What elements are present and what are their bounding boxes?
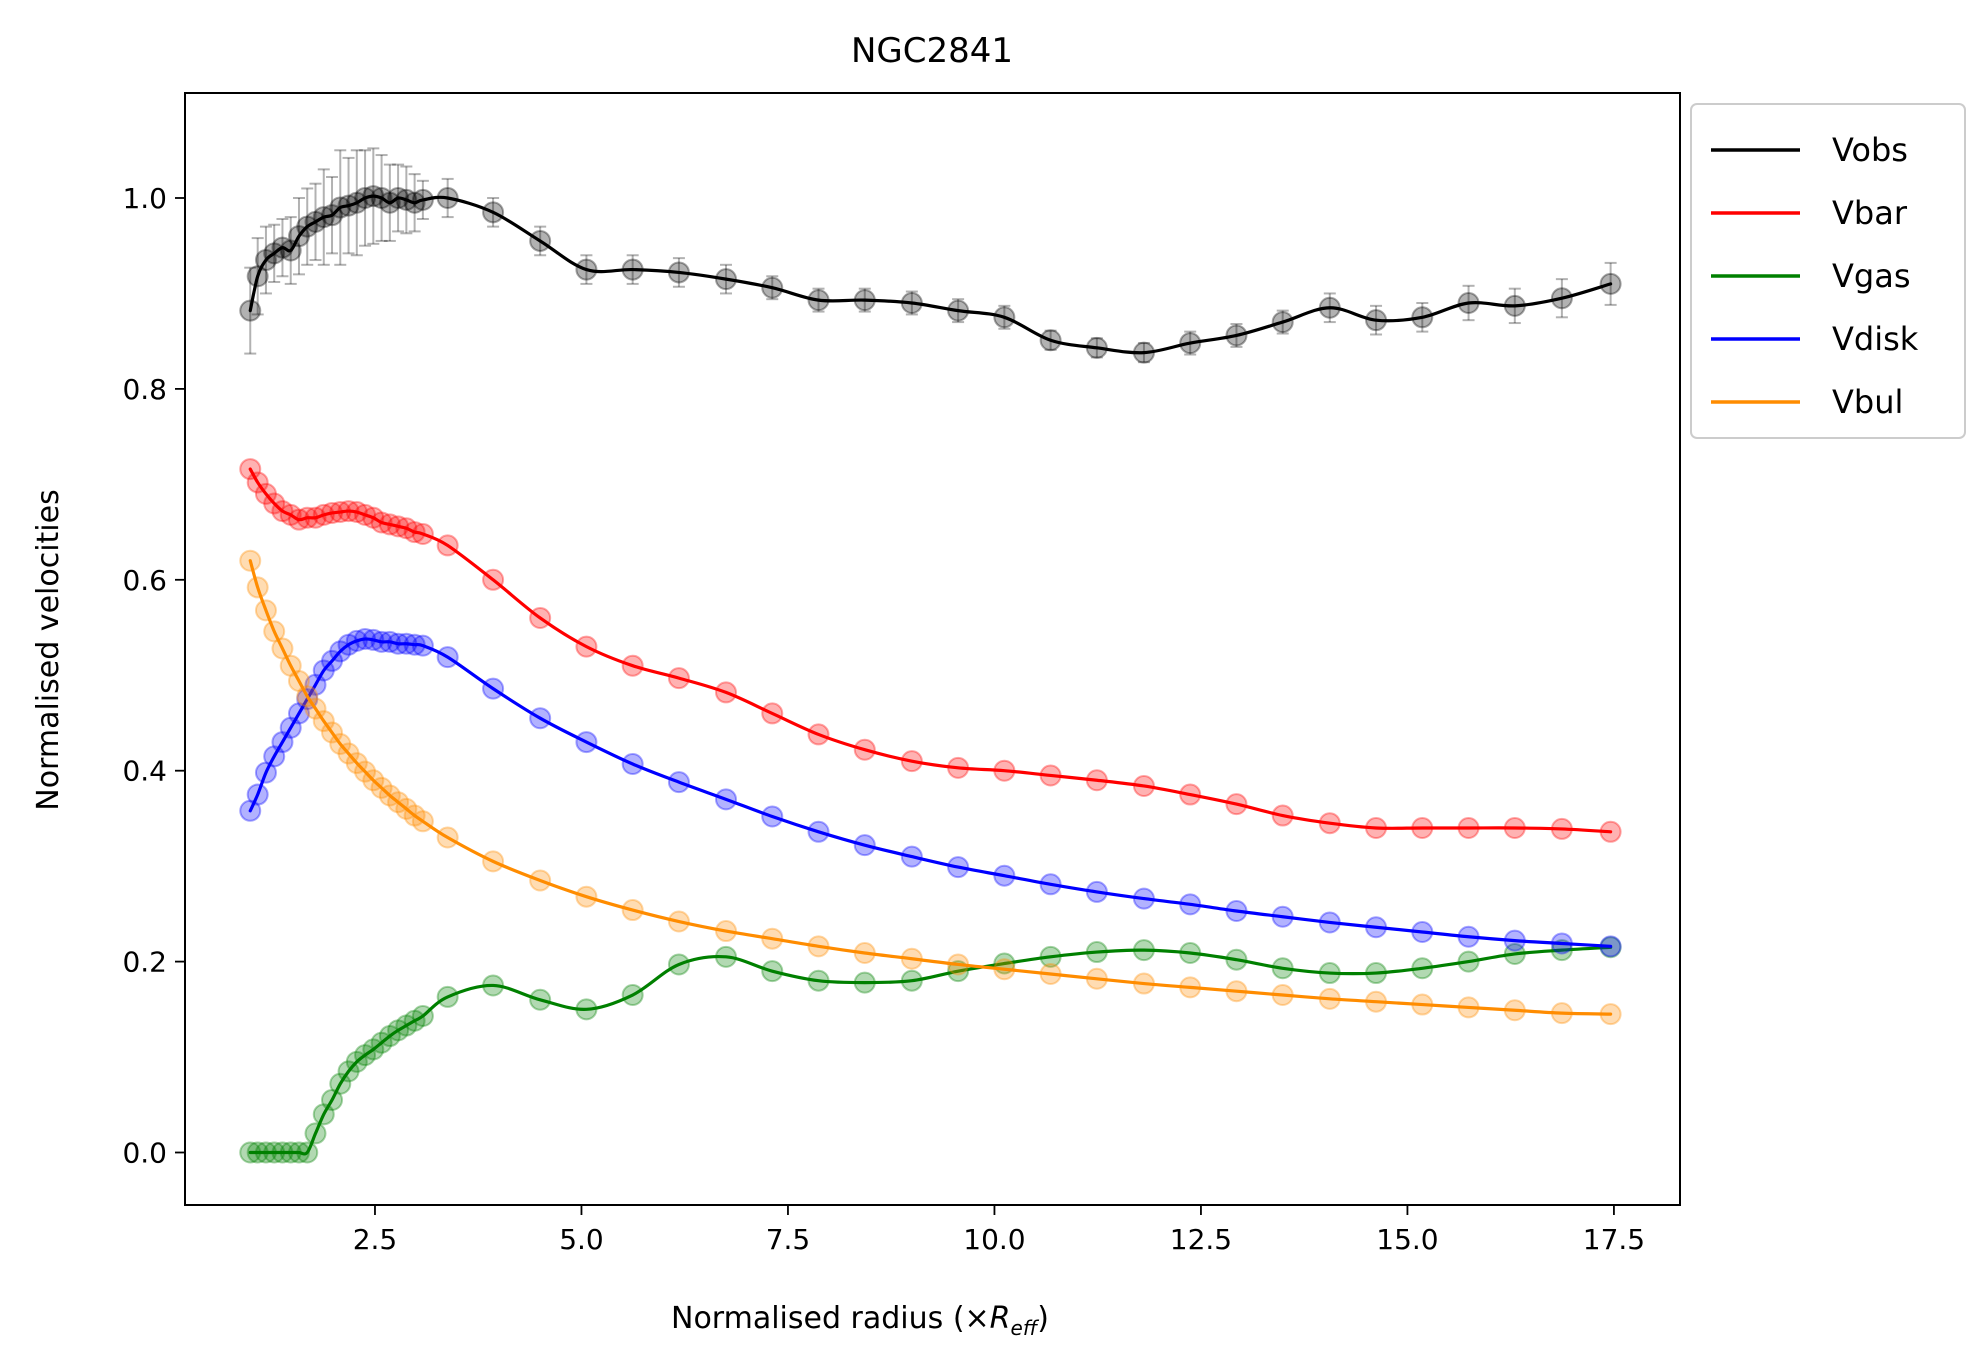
x-axis-label: Normalised radius (×Reff) bbox=[671, 1301, 1049, 1340]
legend-item-vbar: Vbar bbox=[1711, 194, 1908, 232]
x-tick-label: 10.0 bbox=[963, 1223, 1025, 1256]
vdisk-line bbox=[248, 637, 1613, 948]
y-tick-label: 0.2 bbox=[122, 946, 167, 979]
legend-label: Vgas bbox=[1832, 257, 1910, 295]
legend-label: Vbul bbox=[1832, 383, 1903, 421]
axes-frame bbox=[184, 92, 1681, 1206]
y-tick-label: 0.8 bbox=[122, 373, 167, 406]
legend: Vobs Vbar Vgas Vdisk Vbul bbox=[1690, 103, 1966, 439]
vbar-line bbox=[248, 467, 1613, 834]
y-tick-label: 0.4 bbox=[122, 755, 167, 788]
legend-label: Vbar bbox=[1832, 194, 1908, 232]
series-vobs bbox=[239, 147, 1622, 364]
legend-item-vgas: Vgas bbox=[1711, 257, 1910, 295]
x-tick-label: 15.0 bbox=[1376, 1223, 1438, 1256]
legend-label: Vobs bbox=[1832, 131, 1908, 169]
y-axis: 0.0 0.2 0.4 0.6 0.8 1.0 bbox=[122, 182, 185, 1170]
chart-title: NGC2841 bbox=[851, 31, 1013, 71]
vbul-line bbox=[248, 559, 1613, 1016]
legend-label: Vdisk bbox=[1832, 320, 1919, 358]
y-tick-label: 0.0 bbox=[122, 1137, 167, 1170]
x-axis: 2.5 5.0 7.5 10.0 12.5 15.0 17.5 bbox=[353, 1205, 1645, 1256]
series-vdisk bbox=[239, 627, 1622, 958]
legend-frame bbox=[1690, 103, 1966, 439]
x-tick-label: 17.5 bbox=[1583, 1223, 1645, 1256]
legend-item-vbul: Vbul bbox=[1711, 383, 1903, 421]
vobs-line bbox=[248, 194, 1613, 355]
series-vbar bbox=[239, 458, 1622, 843]
x-tick-label: 7.5 bbox=[766, 1223, 811, 1256]
y-tick-label: 1.0 bbox=[122, 182, 167, 215]
vgas-line bbox=[248, 945, 1613, 1156]
series-vgas bbox=[239, 936, 1622, 1164]
legend-item-vobs: Vobs bbox=[1711, 131, 1908, 169]
series-vbul bbox=[239, 549, 1622, 1026]
plot-area bbox=[239, 147, 1622, 1164]
x-tick-label: 5.0 bbox=[559, 1223, 604, 1256]
x-tick-label: 12.5 bbox=[1170, 1223, 1232, 1256]
y-tick-label: 0.6 bbox=[122, 564, 167, 597]
legend-item-vdisk: Vdisk bbox=[1711, 320, 1919, 358]
y-axis-label: Normalised velocities bbox=[31, 489, 66, 810]
x-tick-label: 2.5 bbox=[353, 1223, 398, 1256]
